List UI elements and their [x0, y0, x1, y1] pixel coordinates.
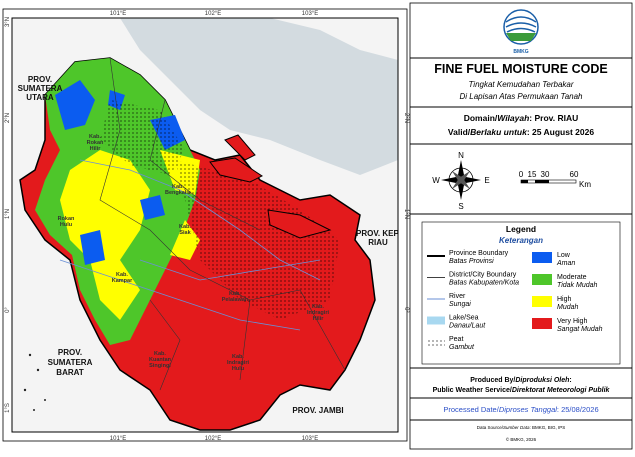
legend-label: Low	[557, 252, 571, 259]
lat-label: 2°N	[5, 113, 11, 123]
lon-label: 101°E	[110, 436, 126, 442]
legend-label: Gambut	[449, 344, 475, 351]
lat-label: 1°N	[5, 209, 11, 219]
lat-label: 1°N	[403, 209, 409, 219]
low-area	[55, 80, 185, 265]
domain: Domain/Wilayah: Prov. RIAU	[464, 113, 579, 123]
district-label: Kab. Indragiri Hulu	[227, 354, 249, 372]
legend-label: Tidak Mudah	[557, 282, 598, 289]
district-label: Kab. Bengkalis	[165, 184, 191, 196]
map-outer-frame	[2, 8, 408, 442]
region-label: PROV. KEP. RIAU	[356, 229, 400, 247]
district-labels: Kab. Rokan Hilir Rokan Hulu Kab. Bengkalis K…	[58, 134, 330, 372]
legend-label: Very High	[557, 318, 587, 325]
district-label: Kab. Kuantan Singingi	[149, 351, 172, 369]
malaysia-land	[270, 18, 398, 60]
district-boundaries	[99, 57, 346, 391]
compass-label: S	[458, 202, 463, 211]
region-label: PROV. JAMBI	[292, 406, 343, 415]
region-label: PROV. SUMATERA UTARA	[18, 75, 63, 102]
district-label: Rokan Hulu	[58, 216, 75, 228]
producer: Public Weather Service/Direktorat Meteor…	[433, 387, 611, 394]
legend-label: Danau/Laut	[449, 323, 486, 330]
legend-swatch	[532, 296, 552, 307]
rivers	[59, 159, 321, 331]
sea	[120, 18, 398, 175]
district-label: Kab. Indragiri Hilir	[307, 304, 329, 322]
scale-unit: Km	[579, 180, 591, 189]
scale-label: 60	[570, 170, 579, 179]
lon-label: 103°E	[302, 11, 318, 17]
lon-label: 101°E	[110, 11, 126, 17]
legend-swatch	[532, 252, 552, 263]
legend-label: Sangat Mudah	[557, 326, 603, 333]
legend-symbol	[427, 316, 445, 325]
district-label: Kab. Rokan Hilir	[87, 134, 104, 152]
legend-label: High	[557, 296, 572, 303]
lat-label: 0°	[5, 307, 11, 313]
lon-label: 103°E	[302, 436, 318, 442]
data-source: Data Source/Sumber Data: BMKG, BIG, IPS	[477, 425, 566, 430]
compass-label: N	[458, 151, 464, 160]
legend-label: Aman	[556, 260, 575, 267]
compass-label: E	[484, 176, 489, 185]
subtitle: Di Lapisan Atas Permukaan Tanah	[459, 92, 583, 101]
legend-label: Province Boundary	[449, 250, 509, 257]
valid-date: Valid/Berlaku untuk: 25 August 2026	[448, 127, 594, 137]
legend-label: Sungai	[449, 301, 471, 308]
legend-swatch	[532, 318, 552, 329]
lon-label: 102°E	[205, 436, 221, 442]
district-label: Kab. Pelalawan	[222, 291, 249, 303]
lat-label: 1°S	[5, 403, 11, 413]
map: PROV. SUMATERA UTARA PROV. SUMATERA BARAT PR…	[12, 18, 400, 432]
legend-symbol	[427, 338, 445, 346]
lat-label: 0°	[403, 307, 409, 313]
islands	[209, 134, 332, 239]
scale-bar: 0 15 30 60 Km	[519, 170, 592, 189]
district-label: Kab. Siak	[179, 224, 192, 236]
legend-label: Moderate	[557, 274, 587, 281]
produced-by: Produced By/Diproduksi Oleh:	[470, 377, 572, 384]
map-frame	[11, 17, 399, 433]
subtitle: Tingkat Kemudahan Terbakar	[468, 80, 573, 89]
region-labels: PROV. SUMATERA UTARA PROV. SUMATERA BARAT PR…	[18, 75, 400, 415]
legend-subtitle: Keterangan	[499, 236, 543, 245]
copyright: © BMKG, 2026	[506, 436, 537, 442]
title: FINE FUEL MOISTURE CODE	[434, 62, 607, 76]
compass: N S E W	[432, 151, 489, 211]
graticule-labels: 101°E 102°E 103°E 101°E 102°E 103°E 3°N …	[5, 11, 409, 442]
legend-label: River	[449, 293, 466, 300]
land	[12, 300, 110, 432]
logo: BMKG	[503, 9, 539, 55]
legend-label: District/City Boundary	[449, 272, 517, 279]
legend-label: Batas Kabupaten/Kota	[449, 280, 519, 287]
processed-date: Processed Date/Diproses Tanggal: 25/08/2…	[443, 405, 598, 414]
legend-box	[421, 221, 621, 365]
legend-label: Mudah	[557, 304, 579, 311]
compass-label: W	[432, 176, 440, 185]
lat-label: 3°N	[5, 17, 11, 27]
legend-label: Lake/Sea	[449, 315, 479, 322]
legend-title: Legend	[506, 224, 536, 234]
high-area	[60, 150, 200, 320]
legend-label: Batas Provinsi	[449, 258, 494, 265]
scale-label: 15	[528, 170, 537, 179]
legend-swatch	[532, 274, 552, 285]
lat-label: 2°N	[403, 113, 409, 123]
region-label: PROV. SUMATERA BARAT	[48, 348, 93, 377]
district-label: Kab. Kampar	[112, 272, 133, 284]
dot-islands	[23, 353, 46, 411]
logo-text: BMKG	[513, 49, 528, 55]
info-panel	[409, 2, 633, 450]
lon-label: 102°E	[205, 11, 221, 17]
legend-label: Peat	[449, 336, 463, 343]
scale-label: 0	[519, 170, 524, 179]
scale-label: 30	[541, 170, 550, 179]
